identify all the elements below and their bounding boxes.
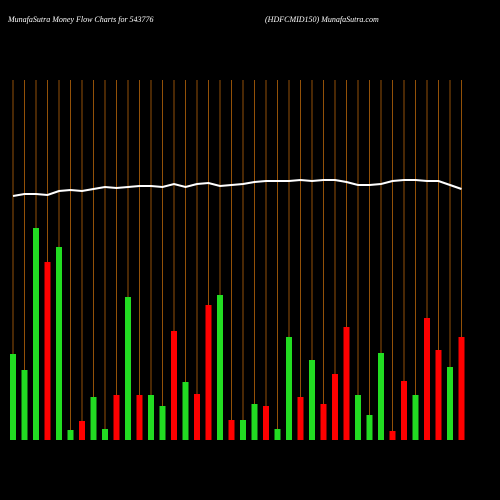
- bar: [67, 430, 74, 440]
- bar: [136, 395, 143, 440]
- bar: [320, 404, 327, 440]
- bar: [33, 228, 39, 440]
- bar: [297, 397, 304, 440]
- bar: [447, 367, 453, 440]
- chart-subtitle: (HDFCMID150) MunafaSutra.com: [265, 15, 379, 24]
- bar: [332, 374, 338, 440]
- bar: [401, 381, 407, 440]
- money-flow-line: [12, 178, 462, 197]
- bar: [263, 406, 269, 440]
- bar: [366, 415, 373, 440]
- bar: [458, 337, 465, 440]
- bar: [217, 295, 223, 440]
- bar: [205, 305, 212, 440]
- bar: [90, 397, 97, 440]
- bar: [159, 406, 166, 440]
- bar: [56, 247, 62, 440]
- bar: [378, 353, 384, 440]
- bar: [435, 350, 442, 440]
- bar: [240, 420, 246, 440]
- bar: [171, 331, 177, 440]
- bar: [355, 395, 361, 440]
- bar: [412, 395, 419, 440]
- bar: [309, 360, 315, 440]
- bar: [21, 370, 28, 440]
- bar: [274, 429, 281, 440]
- bar: [102, 429, 108, 440]
- bar: [343, 327, 350, 440]
- bar: [389, 431, 396, 440]
- bar: [10, 354, 16, 440]
- bar: [148, 395, 154, 440]
- bar: [228, 420, 235, 440]
- bar: [113, 395, 120, 440]
- bar: [286, 337, 292, 440]
- bar: [79, 421, 85, 440]
- bar: [424, 318, 430, 440]
- bar: [125, 297, 131, 440]
- bar: [251, 404, 258, 440]
- bar: [44, 262, 51, 440]
- chart-title: MunafaSutra Money Flow Charts for 543776: [7, 15, 154, 24]
- bar: [182, 382, 189, 440]
- bar: [194, 394, 200, 440]
